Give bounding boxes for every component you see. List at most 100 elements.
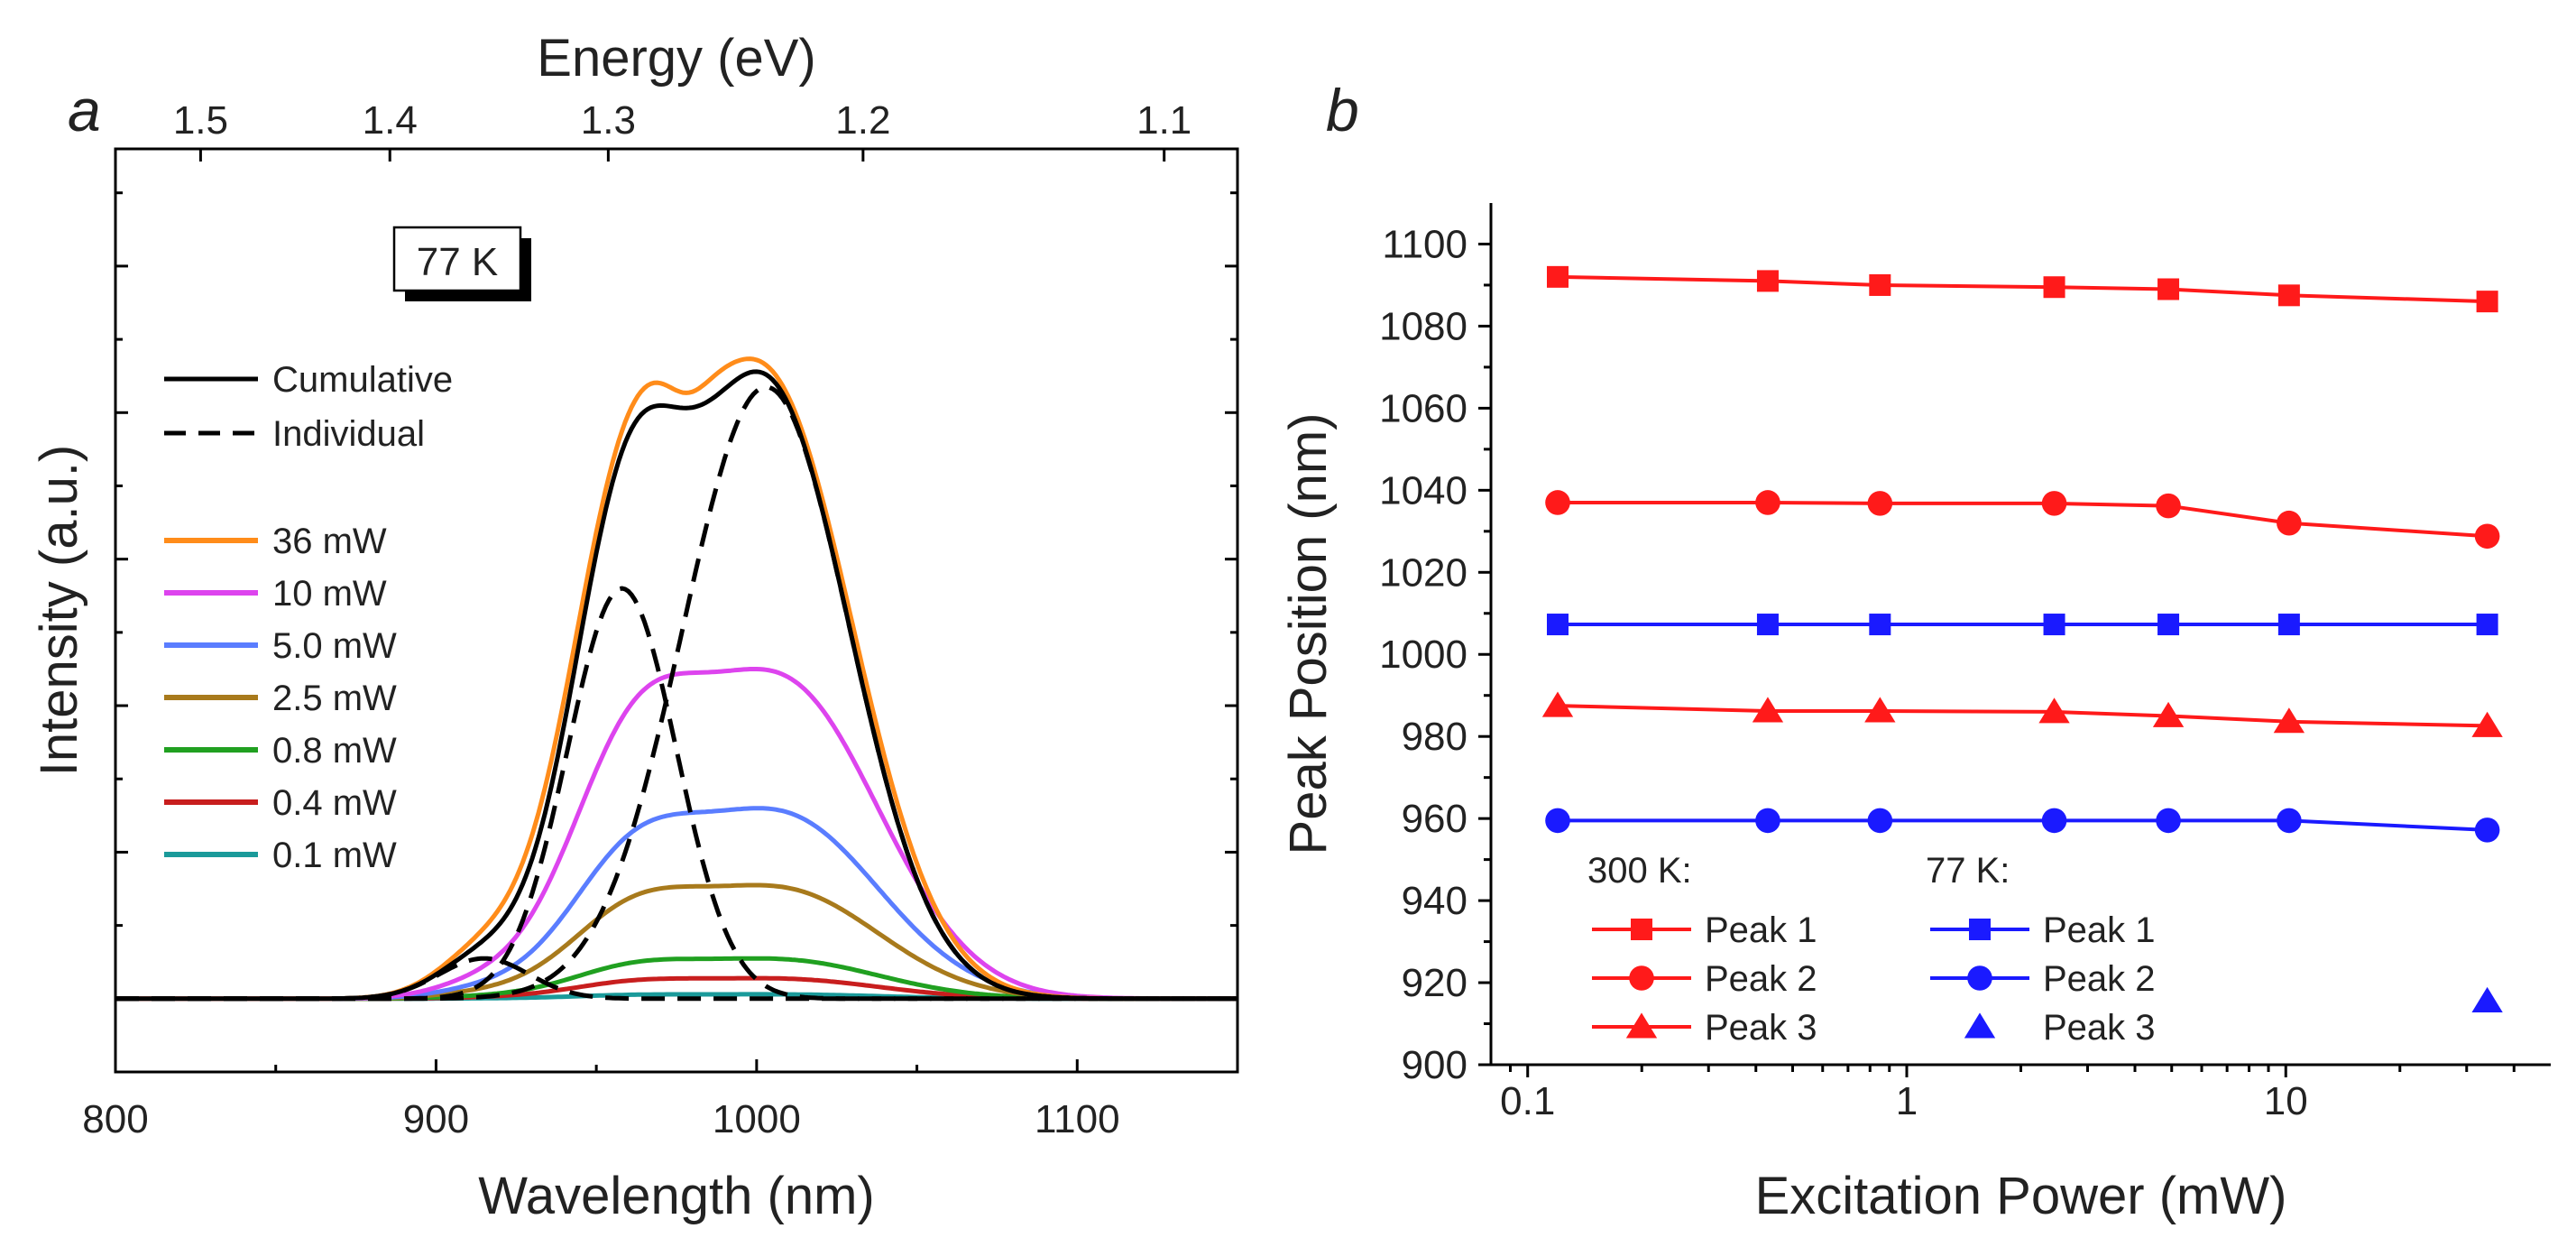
marker-300k-peak-2 bbox=[2277, 510, 2302, 536]
legend-label-77k-peak-1: Peak 1 bbox=[2043, 910, 2156, 950]
legend-marker-300k-peak-2 bbox=[1629, 965, 1654, 991]
marker-77k-peak-1 bbox=[1547, 614, 1569, 636]
marker-300k-peak-3 bbox=[2471, 711, 2503, 737]
y-tick-label-b: 1080 bbox=[1379, 304, 1467, 348]
x-tick-label-a: 1100 bbox=[1035, 1097, 1120, 1141]
y-axis-title-b: Peak Position (nm) bbox=[1279, 413, 1338, 855]
marker-77k-peak-2 bbox=[2277, 808, 2302, 834]
line-300k-peak-3 bbox=[1557, 704, 2488, 728]
top-tick-label-a: 1.5 bbox=[173, 98, 228, 143]
legend-marker-300k-peak-1 bbox=[1631, 919, 1652, 940]
y-tick-label-b: 940 bbox=[1402, 879, 1467, 923]
marker-300k-peak-1 bbox=[1547, 265, 1569, 288]
marker-300k-peak-2 bbox=[1545, 490, 1570, 515]
series-77k-peak-3 bbox=[2471, 986, 2503, 1012]
legend-label-36mw: 36 mW bbox=[272, 522, 387, 561]
marker-300k-peak-1 bbox=[2476, 291, 2498, 313]
legend-label-04mw: 0.4 mW bbox=[272, 783, 397, 823]
legend-label-08mw: 0.8 mW bbox=[272, 731, 397, 771]
temp-box bbox=[392, 226, 522, 292]
marker-300k-peak-1 bbox=[2277, 284, 2300, 307]
marker-77k-peak-2 bbox=[1867, 808, 1893, 834]
legend-label-77k-peak-3: Peak 3 bbox=[2043, 1008, 2156, 1048]
legend-label-300k-peak-1: Peak 1 bbox=[1705, 910, 1817, 950]
marker-77k-peak-1 bbox=[2157, 614, 2180, 636]
marker-300k-peak-3 bbox=[1864, 697, 1896, 723]
x-axis-title-a: Wavelength (nm) bbox=[478, 1167, 874, 1225]
top-tick-label-a: 1.4 bbox=[363, 98, 418, 143]
marker-77k-peak-2 bbox=[2474, 817, 2500, 843]
cumulative-fit bbox=[115, 369, 1237, 1002]
series-77k-peak-2 bbox=[1545, 808, 2500, 843]
top-tick-label-a: 1.1 bbox=[1136, 98, 1191, 143]
marker-300k-peak-2 bbox=[2474, 523, 2500, 550]
marker-300k-peak-2 bbox=[2041, 491, 2067, 516]
panel-a: a 800 900 1000 1100 1.5 1.4 1.3 1.2 1.1 Wavelength… bbox=[30, 29, 1239, 1225]
x-tick-label-b: 0.1 bbox=[1500, 1079, 1555, 1123]
panel-b: b900920940960980100010201040106010801100… bbox=[1279, 77, 2551, 1225]
x-tick-label-a: 900 bbox=[403, 1097, 469, 1141]
panel-a-frame bbox=[114, 147, 1239, 1074]
curves-a bbox=[115, 356, 1237, 1002]
marker-77k-peak-2 bbox=[1755, 808, 1780, 834]
marker-300k-peak-3 bbox=[2152, 701, 2185, 727]
x-tick-label-a: 800 bbox=[82, 1097, 148, 1141]
series-77k-peak-1 bbox=[1547, 614, 2498, 636]
legend-label-cumulative: Cumulative bbox=[272, 360, 453, 400]
y-tick-label-b: 1100 bbox=[1382, 222, 1467, 266]
series-300k-peak-2 bbox=[1545, 490, 2500, 550]
legend-label-01mw: 0.1 mW bbox=[272, 836, 397, 875]
line-300k-peak-1 bbox=[1557, 274, 2488, 304]
y-tick-label-b: 1020 bbox=[1379, 550, 1467, 595]
y-tick-label-b: 960 bbox=[1402, 797, 1467, 841]
x-axis-title-b: Excitation Power (mW) bbox=[1755, 1167, 2287, 1225]
spectrum-25mwmw bbox=[115, 882, 1237, 1002]
marker-300k-peak-2 bbox=[1867, 491, 1893, 516]
marker-77k-peak-2 bbox=[2156, 808, 2181, 834]
y-axis-title-a: Intensity (a.u.) bbox=[30, 445, 88, 776]
legend-label-individual: Individual bbox=[272, 414, 425, 454]
legend-label-77k-peak-2: Peak 2 bbox=[2043, 959, 2156, 999]
marker-77k-peak-1 bbox=[2476, 614, 2498, 636]
line-300k-peak-2 bbox=[1558, 501, 2488, 539]
marker-300k-peak-2 bbox=[2156, 493, 2181, 519]
top-tick-label-a: 1.2 bbox=[835, 98, 890, 143]
series-300k-peak-3 bbox=[1541, 691, 2503, 737]
marker-300k-peak-1 bbox=[1756, 270, 1779, 292]
y-tick-label-b: 920 bbox=[1402, 961, 1467, 1005]
y-tick-label-b: 1040 bbox=[1379, 468, 1467, 513]
marker-300k-peak-1 bbox=[1869, 273, 1891, 296]
legend-marker-77k-peak-1 bbox=[1969, 919, 1991, 940]
marker-77k-peak-1 bbox=[1869, 614, 1891, 636]
legend-label-25mw: 2.5 mW bbox=[272, 679, 397, 718]
y-tick-label-b: 1000 bbox=[1379, 633, 1467, 677]
x-tick-label-b: 10 bbox=[2264, 1079, 2308, 1123]
legend-group-77k: 77 K: bbox=[1926, 851, 2010, 891]
top-axis-title-a: Energy (eV) bbox=[537, 29, 815, 88]
marker-300k-peak-1 bbox=[2043, 276, 2065, 299]
marker-77k-peak-1 bbox=[1756, 614, 1779, 636]
legend-group-300k: 300 K: bbox=[1587, 851, 1692, 891]
marker-77k-peak-2 bbox=[2041, 808, 2067, 834]
panel-b-letter: b bbox=[1326, 77, 1359, 143]
legend-marker-77k-peak-2 bbox=[1967, 965, 1992, 991]
marker-300k-peak-3 bbox=[1541, 691, 1574, 717]
x-tick-label-b: 1 bbox=[1896, 1079, 1918, 1123]
y-tick-label-b: 900 bbox=[1402, 1043, 1467, 1087]
marker-300k-peak-3 bbox=[2038, 697, 2070, 724]
x-tick-label-a: 1000 bbox=[713, 1097, 801, 1141]
marker-77k-peak-2 bbox=[1545, 808, 1570, 834]
marker-300k-peak-3 bbox=[2273, 707, 2305, 734]
marker-77k-peak-1 bbox=[2043, 614, 2065, 636]
y-tick-label-b: 980 bbox=[1402, 715, 1467, 759]
spectrum-10mwmw bbox=[115, 667, 1237, 1002]
temp-box-label: 77 K bbox=[417, 240, 499, 284]
legend-marker-77k-peak-3 bbox=[1964, 1012, 1996, 1039]
line-77k-peak-2 bbox=[1558, 818, 2488, 832]
marker-77k-peak-3 bbox=[2471, 986, 2503, 1012]
marker-300k-peak-2 bbox=[1755, 490, 1780, 515]
series-300k-peak-1 bbox=[1547, 265, 2498, 313]
legend-label-300k-peak-3: Peak 3 bbox=[1705, 1008, 1817, 1048]
marker-300k-peak-3 bbox=[1752, 697, 1784, 723]
